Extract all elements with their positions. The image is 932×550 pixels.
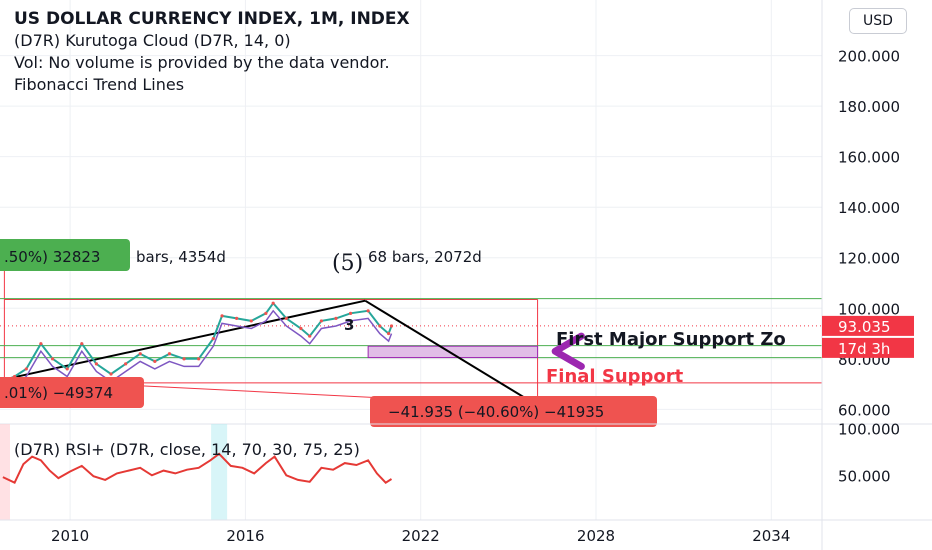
price-point (378, 324, 382, 328)
price-point (366, 309, 370, 313)
range-bottom-left-text: .01%) −49374 (4, 384, 113, 402)
grid (0, 0, 822, 520)
price-point (220, 314, 224, 318)
final-support-label: Final Support (546, 366, 684, 387)
range-left-badge (0, 239, 130, 271)
rsi-legend: (D7R) RSI+ (D7R, close, 14, 70, 30, 75, … (14, 440, 360, 459)
support-zone-rect (367, 345, 539, 359)
timer-badge (822, 337, 914, 358)
y-tick-label: 140.000 (838, 199, 900, 217)
price-point (153, 359, 157, 363)
kurutoga-indicator-label: (D7R) Kurutoga Cloud (D7R, 14, 0) (14, 31, 291, 50)
annotation-labels: .50%) 32823 bars, 4354d (5) 68 bars, 2072d 3… (0, 239, 786, 427)
volume-label: Vol: No volume is provided by the data v… (14, 53, 390, 72)
rsi-line (2, 452, 393, 485)
price-point (211, 337, 215, 341)
price-point (24, 367, 28, 371)
price-point (39, 342, 43, 346)
chevron-left-icon (551, 332, 585, 370)
price-point (389, 324, 394, 328)
x-tick-label: 2010 (51, 527, 89, 545)
x-tick-label: 2022 (402, 527, 440, 545)
projection-line-down (364, 299, 539, 407)
wave-5-label: (5) (332, 251, 363, 276)
fibonacci-label: Fibonacci Trend Lines (14, 75, 185, 94)
rsi-pane[interactable]: 50.000 100.000 (0, 421, 932, 520)
price-point (249, 319, 253, 323)
price-point (264, 311, 268, 315)
price-point (65, 367, 69, 371)
time-axis[interactable]: 2010 2016 2022 2028 2034 (0, 519, 932, 545)
chart-legend: US DOLLAR CURRENCY INDEX, 1M, INDEX (D7R… (14, 8, 410, 96)
first-support-zone[interactable] (367, 332, 585, 370)
range-left-text: .50%) 32823 (4, 248, 100, 266)
x-tick-label: 2016 (226, 527, 264, 545)
price-point (197, 357, 201, 361)
y-tick-label: 160.000 (838, 149, 900, 167)
range-bottom-right-badge (370, 396, 657, 427)
trend-line-up (5, 299, 366, 381)
y-tick-label: 60.000 (838, 401, 891, 419)
range-right-bars: 68 bars, 2072d (368, 248, 482, 266)
price-point (138, 352, 142, 356)
price-badge-label: 93.035 (838, 318, 891, 336)
first-support-label: First Major Support Zo (556, 329, 786, 350)
y-tick-label: 200.000 (838, 48, 900, 66)
price-point (94, 362, 99, 366)
rsi-tick-label: 100.000 (838, 421, 900, 439)
price-point (80, 342, 84, 346)
timer-badge-label: 17d 3h (838, 340, 890, 358)
price-badge (822, 315, 914, 336)
cloud-line (14, 309, 393, 385)
price-point (109, 372, 113, 376)
y-tick-label: 120.000 (838, 250, 900, 268)
currency-button[interactable]: USD (849, 8, 907, 34)
price-series (13, 301, 394, 385)
rsi-highlight (0, 424, 10, 520)
range-bottom-right-text: −41.935 (−40.60%) −41935 (388, 403, 604, 421)
price-point (348, 311, 353, 315)
price-point (167, 352, 172, 356)
rsi-highlight (211, 424, 228, 520)
range-bottom-left-badge (0, 377, 144, 408)
price-point (386, 331, 391, 336)
range-left-bars: bars, 4354d (136, 248, 226, 266)
x-tick-label: 2034 (752, 527, 790, 545)
y-tick-label: 100.000 (838, 300, 900, 318)
price-point (334, 316, 338, 320)
y-tick-label: 180.000 (838, 98, 900, 116)
rsi-tick-label: 50.000 (838, 467, 891, 485)
price-point (284, 316, 288, 320)
price-point (299, 326, 303, 331)
x-tick-label: 2028 (577, 527, 615, 545)
price-axis[interactable]: 60.00080.000100.000120.000140.000160.000… (821, 0, 914, 550)
chart-title: US DOLLAR CURRENCY INDEX, 1M, INDEX (14, 9, 410, 29)
price-point (124, 362, 128, 366)
trend-lines[interactable] (5, 299, 539, 407)
wave-3-label: 3 (344, 316, 354, 334)
price-point (271, 301, 275, 305)
price-line (14, 301, 393, 378)
price-point (308, 334, 312, 338)
price-point (50, 357, 55, 361)
price-point (182, 357, 186, 361)
price-point (235, 316, 239, 320)
price-point (319, 319, 323, 323)
